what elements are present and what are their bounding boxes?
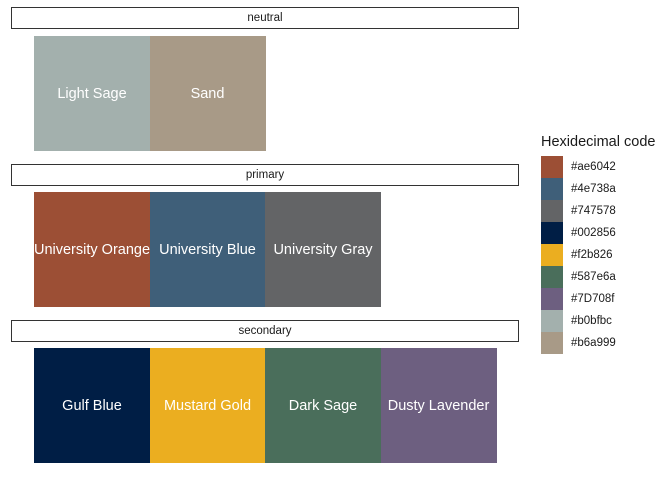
legend-title: Hexidecimal code bbox=[541, 134, 656, 150]
color-tile: University Orange bbox=[34, 192, 150, 307]
legend-swatch bbox=[541, 200, 563, 222]
legend-key-label: #b0bfbc bbox=[571, 315, 612, 327]
facet-strip-label: primary bbox=[11, 164, 519, 186]
color-tile-label: University Blue bbox=[159, 241, 256, 258]
legend-key-label: #7D708f bbox=[571, 293, 615, 305]
color-tile-label: Dark Sage bbox=[288, 397, 358, 414]
legend-key-label: #f2b826 bbox=[571, 249, 613, 261]
legend-key: #b0bfbc bbox=[541, 310, 655, 332]
color-tile-label: Gulf Blue bbox=[62, 397, 122, 414]
legend-key: #ae6042 bbox=[541, 156, 655, 178]
legend-key: #7D708f bbox=[541, 288, 655, 310]
legend-key: #587e6a bbox=[541, 266, 655, 288]
color-tile: Dusty Lavender bbox=[380, 348, 497, 463]
legend-swatch bbox=[541, 156, 563, 178]
color-tile-label: Mustard Gold bbox=[163, 397, 252, 414]
legend-swatch bbox=[541, 288, 563, 310]
legend-keys: #ae6042 #4e738a #747578 #002856 #f2b826 #587e… bbox=[541, 156, 655, 354]
legend-key-label: #747578 bbox=[571, 205, 616, 217]
legend-swatch bbox=[541, 266, 563, 288]
legend-key: #b6a999 bbox=[541, 332, 655, 354]
facet-strip-label: neutral bbox=[11, 7, 519, 29]
color-tile: Light Sage bbox=[34, 36, 150, 151]
legend-key: #747578 bbox=[541, 200, 655, 222]
legend-key-label: #4e738a bbox=[571, 183, 616, 195]
legend-key-label: #587e6a bbox=[571, 271, 616, 283]
legend-swatch bbox=[541, 222, 563, 244]
color-tile: Mustard Gold bbox=[149, 348, 266, 463]
color-tile: Gulf Blue bbox=[34, 348, 150, 463]
legend-swatch bbox=[541, 332, 563, 354]
color-tile-label: University Orange bbox=[33, 241, 151, 258]
color-tile: University Blue bbox=[149, 192, 266, 307]
color-tile-label: University Gray bbox=[273, 241, 373, 258]
legend-key-label: #002856 bbox=[571, 227, 616, 239]
legend-key-label: #ae6042 bbox=[571, 161, 616, 173]
color-tile: Sand bbox=[149, 36, 266, 151]
legend-swatch bbox=[541, 178, 563, 200]
legend-key: #002856 bbox=[541, 222, 655, 244]
legend-swatch bbox=[541, 244, 563, 266]
legend: Hexidecimal code #ae6042 #4e738a #747578 #0… bbox=[541, 134, 655, 354]
legend-swatch bbox=[541, 310, 563, 332]
color-tile-label: Sand bbox=[190, 85, 225, 102]
legend-key: #f2b826 bbox=[541, 244, 655, 266]
color-tile-label: Dusty Lavender bbox=[387, 397, 490, 414]
color-tile: University Gray bbox=[265, 192, 381, 307]
legend-key: #4e738a bbox=[541, 178, 655, 200]
color-tile: Dark Sage bbox=[265, 348, 381, 463]
facet-strip-label: secondary bbox=[11, 320, 519, 342]
color-tile-label: Light Sage bbox=[57, 85, 127, 102]
legend-key-label: #b6a999 bbox=[571, 337, 616, 349]
